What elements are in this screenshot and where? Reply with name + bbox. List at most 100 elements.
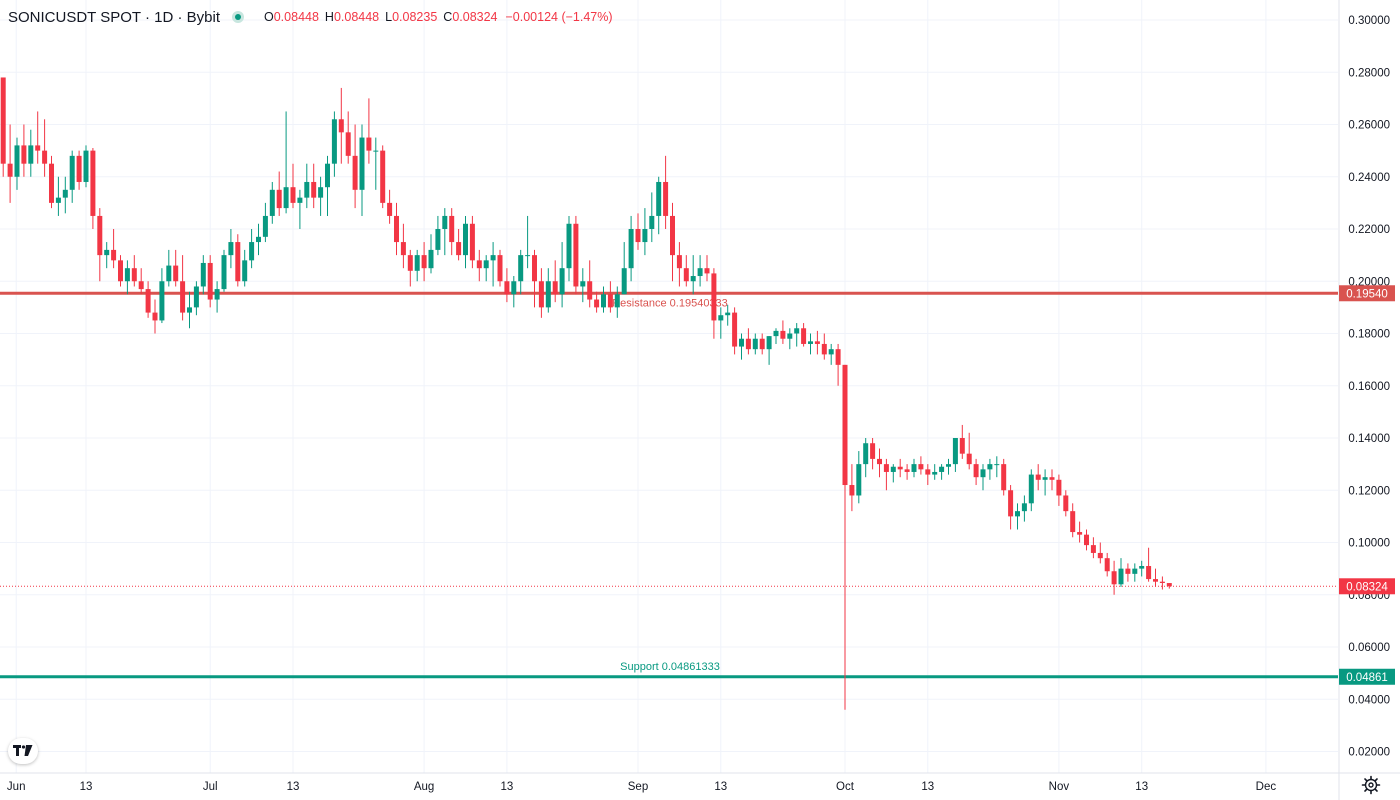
candle: [780, 320, 786, 344]
candle-body: [42, 150, 48, 164]
change-value: −0.00124 (−1.47%): [505, 10, 613, 24]
candle: [76, 150, 82, 190]
symbol-title[interactable]: SONICUSDT SPOT · 1D · Bybit: [8, 8, 220, 26]
candle: [725, 304, 731, 326]
last-price-value: 0.08324: [1346, 581, 1388, 593]
price-tick-label: 0.30000: [1348, 15, 1390, 27]
gear-icon[interactable]: [1361, 775, 1381, 795]
candle-body: [21, 145, 27, 164]
candle: [166, 249, 172, 287]
candle: [90, 148, 96, 229]
price-tick-label: 0.10000: [1348, 538, 1390, 550]
candle: [739, 333, 744, 360]
candle-body: [400, 242, 406, 256]
candle: [214, 281, 220, 313]
candle: [180, 255, 186, 321]
candle: [83, 145, 89, 188]
candle-body: [359, 137, 365, 190]
candle: [794, 323, 800, 347]
candle: [283, 111, 289, 214]
candle: [463, 215, 468, 269]
candle: [628, 215, 634, 282]
candle: [207, 255, 213, 308]
candle-body: [456, 242, 462, 256]
open-label: O: [264, 10, 274, 24]
candle-body: [532, 255, 537, 282]
candle: [1035, 464, 1041, 491]
candle: [104, 242, 110, 269]
candle: [1132, 563, 1138, 582]
candle: [918, 456, 924, 475]
candle-body: [628, 229, 634, 269]
candle: [97, 208, 103, 282]
candle: [690, 255, 696, 295]
candle-body: [1015, 511, 1020, 517]
candle: [670, 202, 675, 282]
candle-body: [566, 223, 572, 269]
price-tick-label: 0.20000: [1348, 276, 1390, 288]
candle: [338, 87, 344, 164]
candle: [1097, 542, 1103, 564]
candle-body: [801, 328, 807, 344]
time-tick-label: 13: [80, 781, 93, 793]
candle: [966, 432, 972, 470]
candle-body: [449, 215, 455, 243]
candle-body: [1042, 477, 1048, 480]
high-label: H: [324, 10, 334, 24]
candle-body: [573, 223, 579, 287]
close-value: 0.08324: [452, 10, 498, 24]
candle: [49, 155, 54, 209]
candle-body: [1035, 474, 1041, 480]
candle-body: [745, 338, 751, 350]
candle: [394, 202, 399, 256]
candle-body: [1125, 568, 1131, 574]
candle: [1090, 537, 1096, 559]
candle: [366, 98, 372, 164]
candle: [587, 260, 593, 308]
candle-body: [249, 242, 255, 261]
candle: [173, 249, 179, 287]
candle: [1146, 547, 1152, 582]
candle-body: [670, 215, 675, 256]
low-value: 0.08235: [392, 10, 438, 24]
candle: [697, 255, 703, 287]
candle: [808, 333, 813, 355]
candle-body: [621, 268, 627, 295]
candle-body: [718, 315, 724, 321]
candle-body: [311, 181, 317, 198]
candle: [1015, 503, 1020, 530]
candles: [0, 77, 1172, 710]
candle: [435, 215, 441, 256]
candle: [1021, 495, 1027, 522]
candle: [545, 268, 551, 313]
candle-body: [711, 273, 717, 321]
time-tick-label: Sep: [628, 781, 648, 793]
tradingview-logo-icon[interactable]: [8, 738, 38, 764]
candle: [35, 111, 41, 164]
candle: [890, 464, 896, 483]
candle-body: [780, 330, 786, 339]
candle-body: [394, 215, 399, 243]
candle: [1153, 568, 1158, 587]
candle: [525, 215, 531, 269]
candle: [952, 438, 958, 472]
candle-body: [511, 281, 517, 295]
candle: [552, 260, 558, 303]
candle-body: [580, 281, 586, 287]
support-label: Support 0.04861333: [620, 661, 720, 673]
candle-body: [1077, 532, 1083, 535]
candle: [1166, 583, 1172, 589]
candle: [559, 242, 565, 308]
candle: [732, 307, 738, 355]
candle-body: [490, 255, 496, 261]
candle: [497, 249, 503, 287]
candle-body: [331, 119, 337, 164]
candle: [1159, 576, 1165, 590]
candle: [28, 129, 34, 177]
candle-body: [828, 349, 834, 355]
candle-body: [442, 215, 448, 229]
candle: [0, 77, 6, 177]
price-tick-label: 0.26000: [1348, 120, 1390, 132]
candle: [532, 249, 537, 308]
